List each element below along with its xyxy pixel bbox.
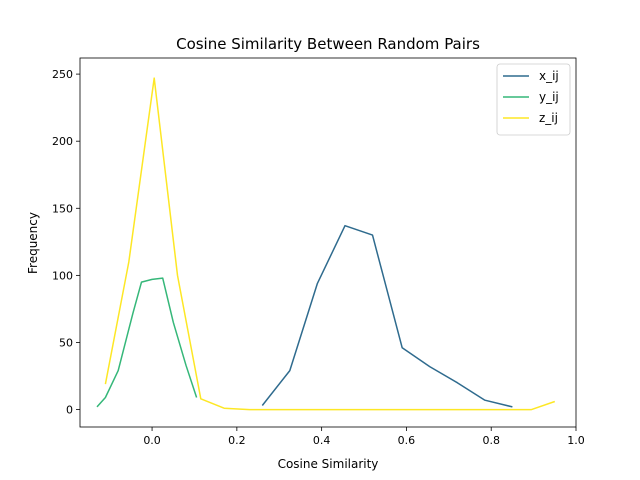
x-tick-label: 0.2	[228, 434, 246, 447]
x-axis-label: Cosine Similarity	[278, 457, 379, 471]
x-tick-label: 0.8	[482, 434, 500, 447]
legend-label-x_ij: x_ij	[539, 69, 559, 83]
x-tick-label: 0.4	[313, 434, 331, 447]
series-line-y_ij	[96, 277, 198, 408]
y-tick-label: 150	[52, 202, 73, 215]
legend-label-z_ij: z_ij	[539, 111, 558, 125]
y-axis-label: Frequency	[26, 212, 40, 274]
y-tick-label: 50	[59, 336, 73, 349]
series-line-x_ij	[261, 224, 513, 408]
x-tick-label: 0.0	[143, 434, 161, 447]
y-tick-label: 0	[66, 404, 73, 417]
legend-box	[496, 63, 571, 136]
legend-label-y_ij: y_ij	[539, 90, 559, 104]
axes-frame	[79, 57, 577, 428]
x-tick-label: 1.0	[567, 434, 585, 447]
chart-title: Cosine Similarity Between Random Pairs	[176, 35, 480, 53]
x-tick-label: 0.6	[398, 434, 416, 447]
y-tick-label: 100	[52, 269, 73, 282]
y-tick-label: 200	[52, 135, 73, 148]
legend: x_ij y_ij z_ij	[496, 63, 571, 136]
plot-area: 0.0 0.2 0.4 0.6 0.8 1.0 0 50 100 150 200 250	[52, 57, 585, 447]
y-tick-label: 250	[52, 68, 73, 81]
series-line-z_ij	[104, 77, 556, 411]
